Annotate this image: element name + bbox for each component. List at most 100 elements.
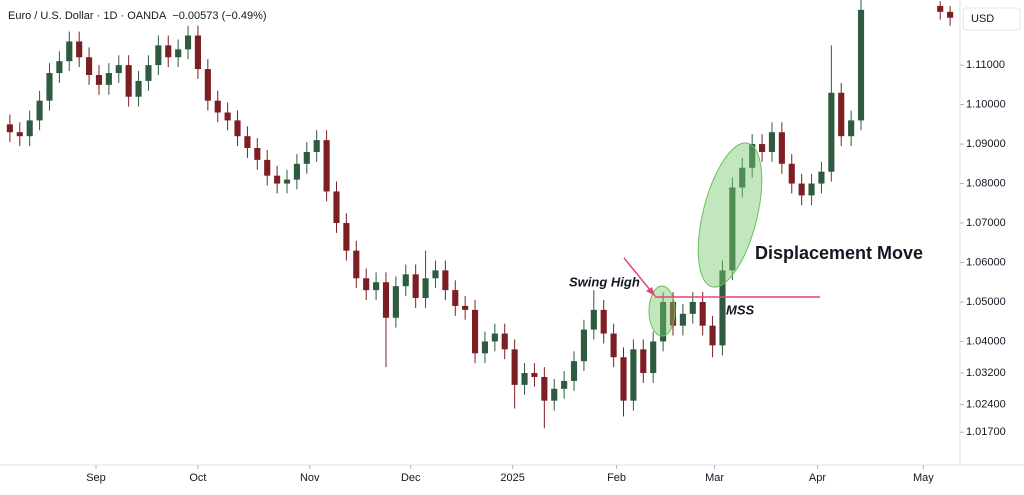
candle-body <box>600 309 607 334</box>
candle-body <box>491 333 498 342</box>
candle-body <box>471 309 479 354</box>
swing-high-label: Swing High <box>569 274 640 289</box>
candle-body <box>105 73 112 85</box>
candle-body <box>6 124 13 133</box>
candle-body <box>323 140 330 192</box>
candle-body <box>570 361 578 381</box>
candle-body <box>56 61 63 74</box>
candle-body <box>462 305 469 310</box>
candle-body <box>165 45 172 58</box>
candle-body <box>808 183 815 196</box>
candle-body <box>363 278 370 291</box>
candle-body <box>778 132 785 164</box>
candle-body <box>818 171 825 184</box>
candle-body <box>244 136 251 149</box>
candle-body <box>283 179 291 184</box>
candle-body <box>422 278 429 299</box>
candle-body <box>204 69 211 101</box>
candle-body <box>937 5 944 12</box>
candle-body <box>857 9 865 121</box>
x-tick-label: May <box>913 472 934 484</box>
candle-body <box>729 187 736 271</box>
candle-body <box>452 290 459 306</box>
candle-body <box>86 57 93 75</box>
candles <box>6 0 954 429</box>
candle-body <box>175 49 182 58</box>
x-tick-label: Oct <box>189 472 206 484</box>
candle-body <box>155 45 162 66</box>
unit-box[interactable] <box>962 7 1021 31</box>
candle-body <box>16 132 23 137</box>
y-tick-label: 1.07000 <box>966 217 1006 229</box>
candle-body <box>125 65 132 97</box>
candle-body <box>561 380 568 389</box>
candle-body <box>95 75 103 85</box>
x-tick-label: 2025 <box>500 472 524 484</box>
y-tick-label: 1.08000 <box>966 177 1006 189</box>
y-tick-label: 1.11000 <box>966 59 1005 71</box>
candle-body <box>145 65 152 81</box>
candle-body <box>373 282 380 291</box>
y-tick-label: 1.03200 <box>966 367 1006 379</box>
symbol-title: Euro / U.S. Dollar · 1D · OANDA <box>8 10 167 22</box>
unit-label: USD <box>971 13 994 25</box>
candle-body <box>580 329 587 362</box>
candle-body <box>333 191 340 224</box>
time-axis <box>0 465 1024 495</box>
candle-body <box>135 80 142 97</box>
price-axis <box>960 0 1024 495</box>
candle-body <box>620 357 627 401</box>
x-tick-label: Mar <box>705 472 724 484</box>
candle-body <box>194 35 202 70</box>
candle-body <box>650 341 657 374</box>
candle-body <box>630 349 637 401</box>
y-tick-label: 1.05000 <box>966 296 1006 308</box>
candle-body <box>432 270 439 279</box>
candle-body <box>353 250 360 279</box>
candle-body <box>749 144 756 168</box>
candle-body <box>264 159 271 176</box>
candle-body <box>590 309 597 330</box>
candle-body <box>679 313 686 326</box>
x-tick-label: Apr <box>809 472 826 484</box>
candle-body <box>788 163 795 184</box>
swing-arrow-head <box>646 287 655 296</box>
candle-body <box>501 333 508 350</box>
price-change: −0.00573 (−0.49%) <box>172 10 266 22</box>
candle-body <box>610 333 617 358</box>
candle-body <box>274 175 281 184</box>
candle-body <box>26 120 33 137</box>
y-tick-label: 1.04000 <box>966 335 1006 347</box>
candle-body <box>184 35 192 50</box>
y-tick-label: 1.09000 <box>966 138 1006 150</box>
displacement-label: Displacement Move <box>755 243 923 263</box>
candle-body <box>234 120 241 137</box>
y-tick-label: 1.02400 <box>966 399 1006 411</box>
candle-body <box>689 301 696 314</box>
candle-body <box>293 163 300 180</box>
candle-body <box>481 341 489 354</box>
candle-body <box>660 301 667 342</box>
candle-body <box>531 373 538 377</box>
header: Euro / U.S. Dollar · 1D · OANDA −0.00573 … <box>8 10 267 22</box>
candle-body <box>709 325 716 346</box>
candle-body <box>947 11 954 18</box>
x-tick-label: Sep <box>86 472 106 484</box>
candle-body <box>848 120 855 137</box>
candle-body <box>382 282 390 318</box>
y-tick-label: 1.10000 <box>966 99 1006 111</box>
candle-body <box>442 270 449 291</box>
candle-body <box>343 223 350 251</box>
candle-body <box>76 41 83 58</box>
candle-body <box>838 92 845 137</box>
candle-body <box>313 140 320 152</box>
candle-body <box>412 274 419 299</box>
candle-body <box>115 65 122 74</box>
candle-body <box>798 183 805 196</box>
candle-body <box>402 274 409 287</box>
candle-body <box>739 167 746 188</box>
x-tick-label: Nov <box>300 472 320 484</box>
y-tick-label: 1.01700 <box>966 426 1006 438</box>
